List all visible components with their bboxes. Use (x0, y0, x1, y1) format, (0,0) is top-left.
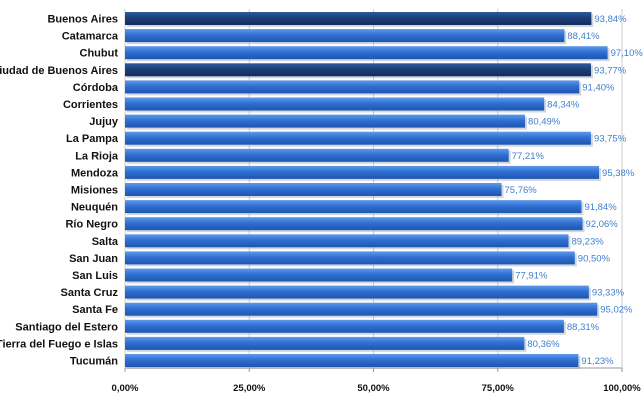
value-label: 80,36% (527, 339, 560, 350)
bar (125, 234, 569, 248)
value-label: 88,41% (567, 31, 600, 42)
category-label: Jujuy (89, 116, 119, 128)
category-label: Tierra del Fuego e Islas (0, 338, 118, 350)
bar (125, 114, 526, 128)
x-tick-label: 100,00% (603, 383, 641, 394)
category-label: Catamarca (62, 31, 119, 43)
bar (125, 200, 582, 214)
bar (125, 302, 598, 316)
category-label: Córdoba (73, 82, 119, 94)
x-tick-label: 50,00% (357, 383, 390, 394)
category-label: Chubut (80, 48, 119, 60)
x-tick-label: 0,00% (112, 383, 139, 394)
value-label: 93,75% (594, 134, 627, 145)
value-label: 92,06% (586, 219, 619, 230)
category-label: Mendoza (71, 167, 119, 179)
bar-highlighted (125, 63, 592, 77)
bar (125, 148, 509, 162)
bar-highlighted (125, 12, 592, 25)
bar (125, 183, 502, 196)
category-label: La Rioja (75, 150, 119, 162)
bar (125, 251, 575, 265)
category-label: La Pampa (66, 133, 119, 145)
bar (125, 285, 589, 299)
value-label: 91,84% (584, 202, 617, 213)
value-label: 97,10% (611, 48, 644, 59)
value-label: 77,21% (512, 151, 545, 162)
value-label: 75,76% (505, 185, 538, 196)
value-label: 89,23% (571, 236, 604, 247)
bar (125, 336, 525, 350)
value-label: 88,31% (567, 322, 600, 333)
x-tick-label: 25,00% (233, 383, 266, 394)
value-label: 77,91% (515, 271, 548, 282)
x-tick-label: 75,00% (482, 383, 515, 394)
category-label: Santa Fe (72, 304, 118, 316)
category-label: Ciudad de Buenos Aires (0, 65, 118, 77)
value-label: 80,49% (528, 117, 561, 128)
bar (125, 268, 513, 282)
bar (125, 165, 600, 179)
category-label: San Luis (72, 270, 118, 282)
category-label: Santiago del Estero (15, 321, 118, 333)
bar (125, 354, 579, 367)
bar (125, 46, 608, 60)
axis-layer: 0,00% 25,00% 50,00% 75,00% 100,00% (112, 367, 641, 394)
category-label: Corrientes (63, 99, 118, 111)
category-label: San Juan (69, 253, 118, 265)
bar (125, 29, 565, 43)
value-label: 90,50% (578, 253, 611, 264)
bars-layer (125, 12, 610, 369)
bar (125, 217, 583, 231)
value-label: 84,34% (547, 100, 580, 111)
value-label: 93,84% (594, 14, 627, 25)
category-label: Tucumán (70, 356, 118, 368)
value-label: 95,38% (602, 168, 635, 179)
category-label: Río Negro (65, 219, 118, 231)
labels-layer: Buenos Aires 93,84% Catamarca 88,41% Chubut 9… (0, 14, 643, 368)
value-label: 93,77% (594, 65, 627, 76)
bar (125, 97, 545, 111)
bar (125, 131, 591, 145)
bar (125, 80, 580, 94)
value-label: 93,33% (592, 288, 625, 299)
bar (125, 319, 564, 333)
category-label: Buenos Aires (47, 14, 118, 26)
value-label: 91,23% (581, 356, 614, 367)
category-label: Salta (92, 236, 119, 248)
category-label: Santa Cruz (61, 287, 119, 299)
category-label: Misiones (71, 185, 118, 197)
value-label: 91,40% (582, 82, 615, 93)
category-label: Neuquén (71, 202, 118, 214)
value-label: 95,02% (600, 305, 633, 316)
